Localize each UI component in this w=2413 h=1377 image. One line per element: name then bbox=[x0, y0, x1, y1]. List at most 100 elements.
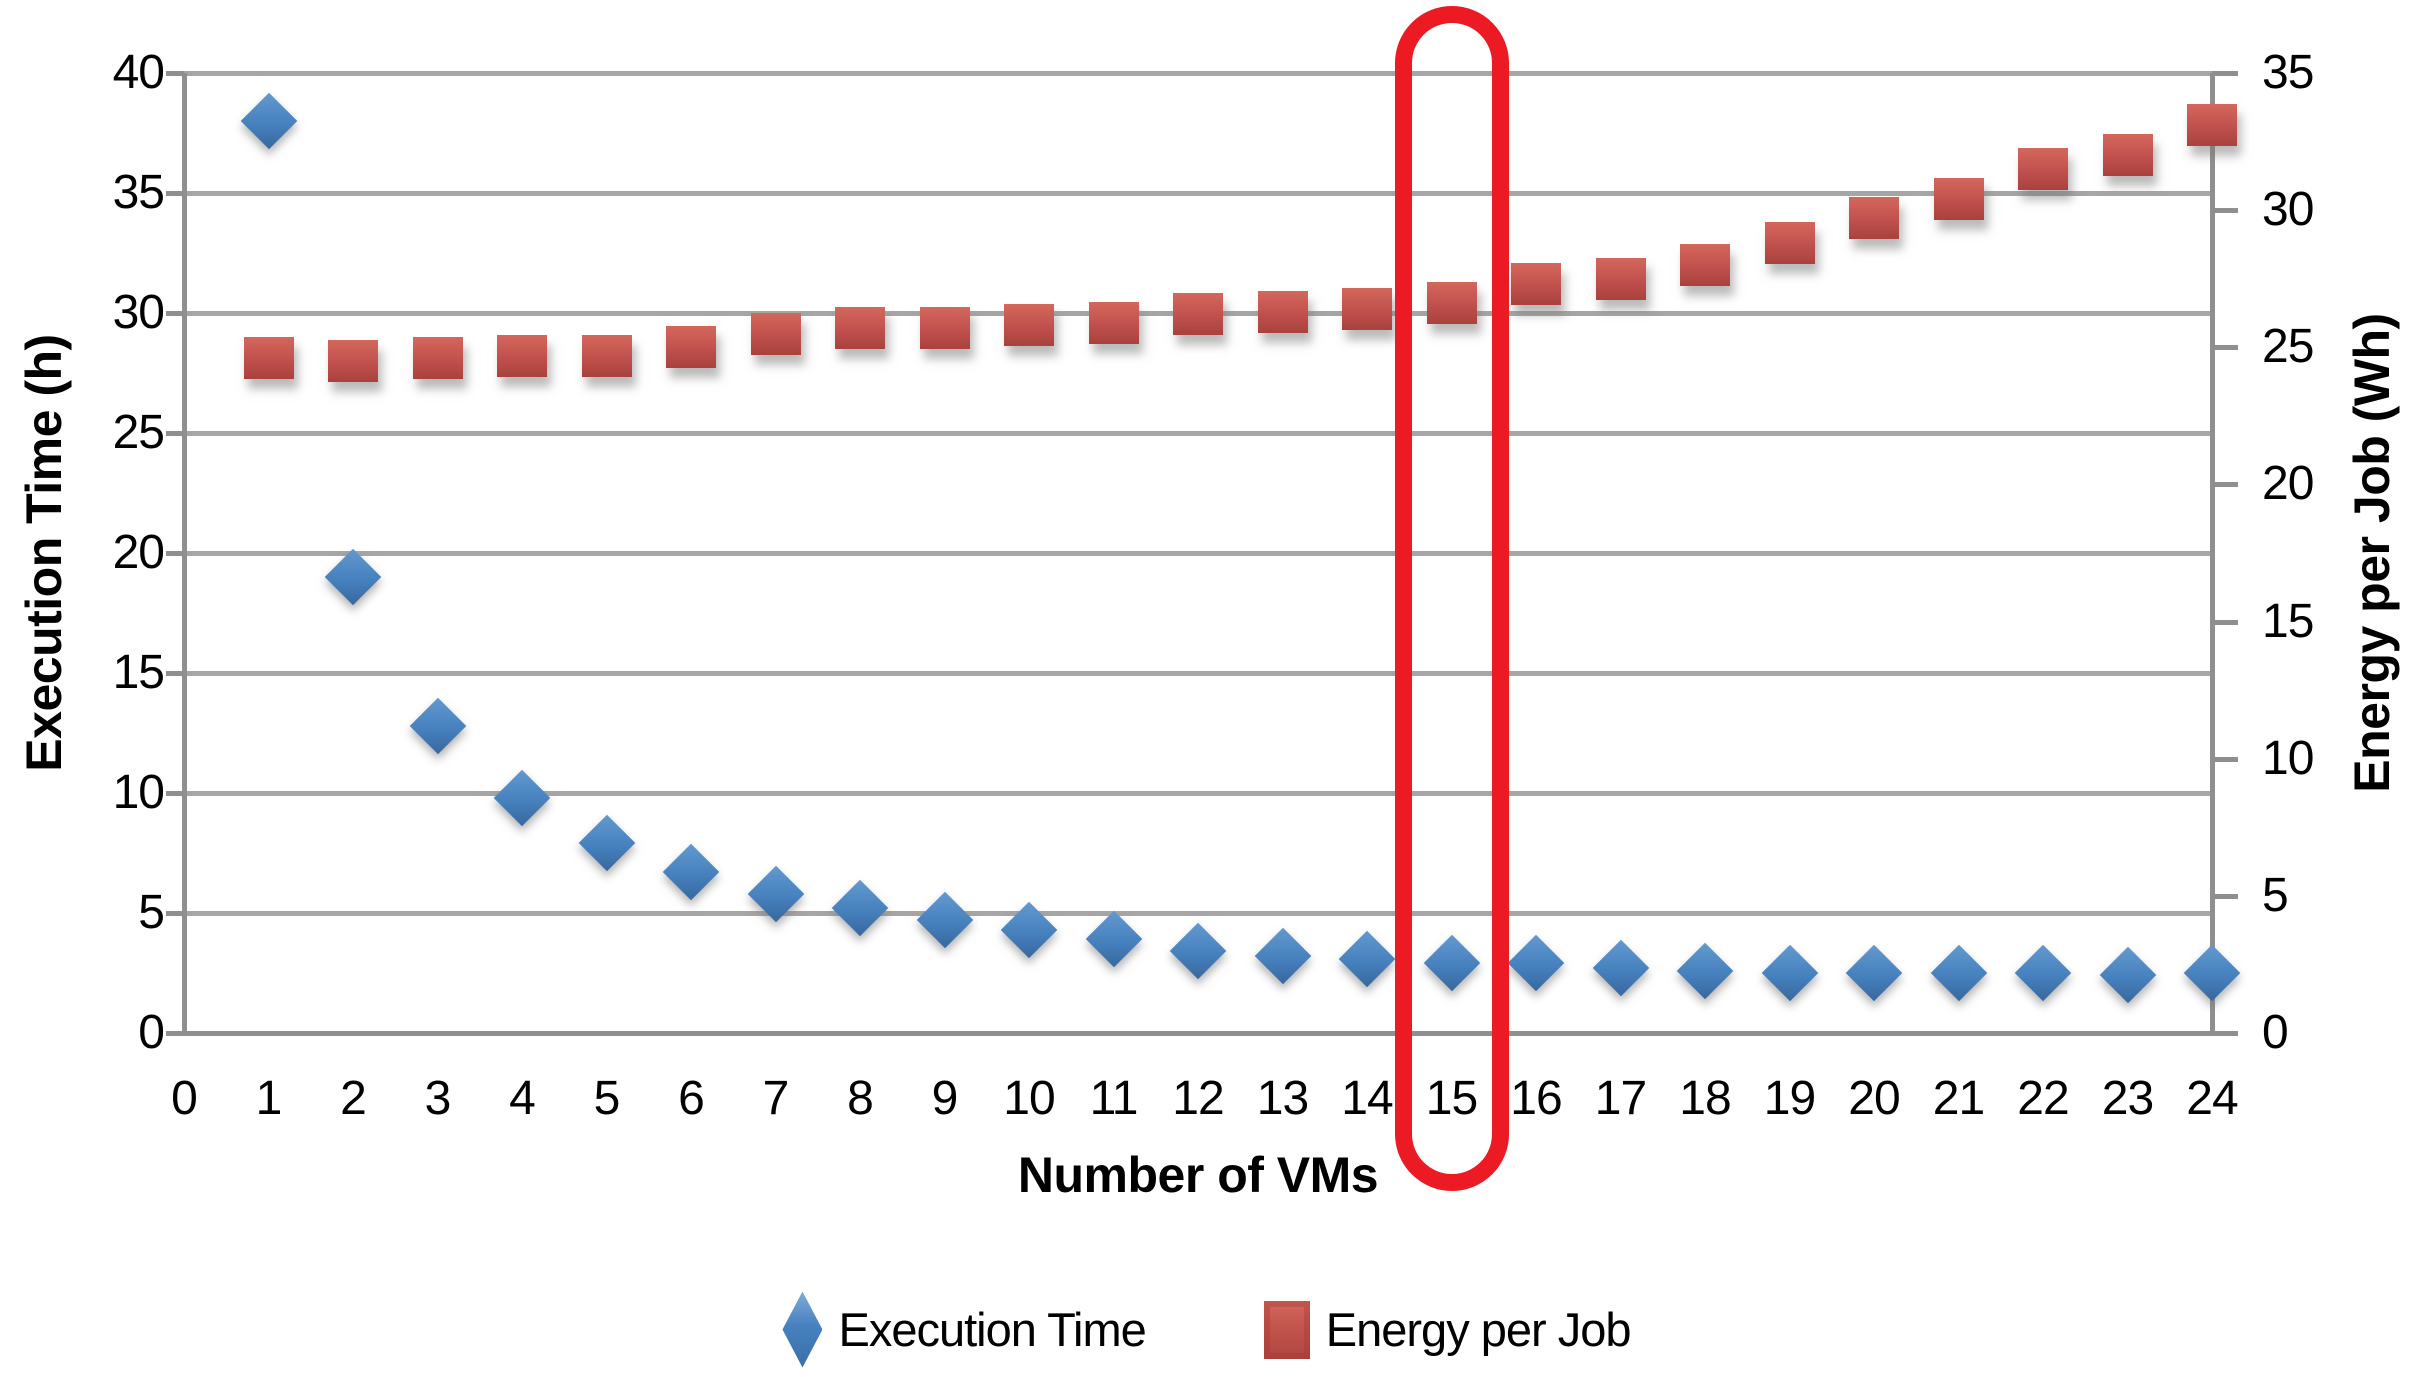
data-point-energy-per-job-vm6 bbox=[666, 326, 716, 369]
x-axis-tick-label: 10 bbox=[1003, 1072, 1055, 1125]
data-point-energy-per-job-vm22 bbox=[2018, 148, 2068, 190]
x-axis-tick-label: 21 bbox=[1932, 1072, 1985, 1125]
x-axis-tick-label: 7 bbox=[762, 1072, 790, 1125]
x-axis-tick-label: 1 bbox=[255, 1072, 283, 1125]
left-axis-tick-label: 35 bbox=[112, 166, 165, 219]
gridline bbox=[184, 791, 2212, 796]
data-point-energy-per-job-vm15 bbox=[1426, 282, 1477, 325]
gridline bbox=[184, 71, 2212, 76]
left-axis-tick-label: 40 bbox=[112, 46, 165, 99]
gridline bbox=[184, 911, 2212, 916]
left-axis-tick bbox=[166, 671, 184, 676]
data-point-energy-per-job-vm21 bbox=[1933, 178, 1984, 221]
gridline bbox=[184, 551, 2212, 556]
data-point-energy-per-job-vm18 bbox=[1680, 244, 1730, 286]
data-point-energy-per-job-vm4 bbox=[497, 334, 547, 377]
right-axis-tick bbox=[2212, 619, 2238, 625]
x-axis-tick-label: 8 bbox=[847, 1072, 874, 1125]
data-point-execution-time-vm6 bbox=[662, 843, 720, 901]
left-axis-tick-label: 0 bbox=[138, 1006, 165, 1059]
left-axis-line bbox=[182, 73, 187, 1036]
right-axis-line bbox=[2210, 73, 2215, 1036]
data-point-execution-time-vm5 bbox=[578, 815, 635, 872]
right-axis-tick bbox=[2212, 208, 2238, 214]
data-point-execution-time-vm24 bbox=[2183, 944, 2241, 1002]
data-point-energy-per-job-vm16 bbox=[1511, 263, 1561, 306]
diamond-marker-icon bbox=[782, 1291, 823, 1368]
left-axis-tick-label: 30 bbox=[112, 286, 165, 339]
data-point-execution-time-vm22 bbox=[2014, 944, 2072, 1002]
data-point-energy-per-job-vm14 bbox=[1342, 287, 1392, 330]
right-axis-tick bbox=[2212, 1031, 2238, 1036]
left-axis-tick bbox=[166, 191, 184, 196]
data-point-execution-time-vm17 bbox=[1592, 939, 1649, 997]
x-axis-tick-label: 4 bbox=[509, 1072, 536, 1125]
x-axis-tick-label: 17 bbox=[1594, 1072, 1647, 1125]
right-axis-tick bbox=[2212, 756, 2238, 762]
data-point-energy-per-job-vm2 bbox=[328, 340, 378, 382]
data-point-energy-per-job-vm10 bbox=[1004, 304, 1054, 347]
data-point-execution-time-vm19 bbox=[1761, 944, 1818, 1002]
data-point-energy-per-job-vm23 bbox=[2102, 134, 2153, 177]
x-axis-tick-label: 6 bbox=[678, 1072, 705, 1125]
right-axis-tick-label: 30 bbox=[2262, 183, 2314, 237]
data-point-execution-time-vm13 bbox=[1254, 927, 1311, 985]
data-point-energy-per-job-vm12 bbox=[1173, 293, 1223, 336]
x-axis-tick-label: 0 bbox=[171, 1072, 198, 1125]
x-axis-tick-label: 24 bbox=[2186, 1072, 2238, 1125]
right-axis-tick-label: 35 bbox=[2262, 46, 2314, 99]
right-axis-tick-label: 20 bbox=[2262, 457, 2314, 511]
gridline bbox=[184, 431, 2212, 436]
bottom-axis-line bbox=[182, 1031, 2215, 1036]
data-point-energy-per-job-vm7 bbox=[750, 312, 801, 355]
x-axis-title: Number of VMs bbox=[1017, 1147, 1379, 1203]
x-axis-tick-label: 9 bbox=[931, 1072, 959, 1125]
data-point-execution-time-vm3 bbox=[409, 697, 466, 755]
left-axis-tick-label: 15 bbox=[112, 646, 165, 699]
data-point-energy-per-job-vm5 bbox=[581, 334, 632, 377]
data-point-execution-time-vm8 bbox=[831, 879, 889, 937]
left-axis-tick bbox=[166, 911, 184, 916]
data-point-execution-time-vm9 bbox=[916, 891, 973, 949]
data-point-execution-time-vm11 bbox=[1085, 911, 1142, 968]
data-point-energy-per-job-vm8 bbox=[835, 307, 885, 350]
x-axis-tick-label: 22 bbox=[2017, 1072, 2069, 1125]
x-axis-tick-label: 3 bbox=[424, 1072, 452, 1125]
left-axis-tick-label: 25 bbox=[112, 406, 165, 459]
right-axis-tick-label: 25 bbox=[2262, 320, 2314, 374]
x-axis-tick-label: 18 bbox=[1679, 1072, 1731, 1125]
right-axis-tick bbox=[2212, 71, 2238, 76]
legend: Execution Time Energy per Job bbox=[0, 1282, 2413, 1377]
right-axis-tick-label: 15 bbox=[2262, 594, 2314, 648]
right-axis-tick-label: 10 bbox=[2262, 731, 2314, 785]
data-point-energy-per-job-vm9 bbox=[919, 307, 970, 350]
data-point-execution-time-vm12 bbox=[1169, 923, 1227, 980]
data-point-energy-per-job-vm24 bbox=[2187, 104, 2237, 147]
x-axis-tick-label: 20 bbox=[1848, 1072, 1900, 1125]
left-axis-tick bbox=[166, 71, 184, 76]
legend-label: Energy per Job bbox=[1325, 1302, 1632, 1356]
data-point-execution-time-vm4 bbox=[493, 769, 551, 827]
x-axis-tick-label: 2 bbox=[340, 1072, 367, 1125]
right-axis-title: Energy per Job (Wh) bbox=[2344, 313, 2400, 793]
x-axis-tick-label: 14 bbox=[1341, 1072, 1393, 1125]
data-point-execution-time-vm21 bbox=[1930, 944, 1987, 1002]
left-axis-tick-label: 10 bbox=[112, 766, 165, 819]
x-axis-tick-label: 5 bbox=[593, 1072, 621, 1125]
x-axis-tick-label: 19 bbox=[1763, 1072, 1816, 1125]
square-marker-icon bbox=[1263, 1300, 1310, 1359]
right-axis-tick-label: 0 bbox=[2262, 1006, 2289, 1059]
data-point-energy-per-job-vm17 bbox=[1595, 257, 1646, 300]
data-point-energy-per-job-vm1 bbox=[243, 337, 294, 380]
data-point-execution-time-vm1 bbox=[240, 92, 297, 150]
gridline bbox=[184, 191, 2212, 196]
left-axis-tick bbox=[166, 1031, 184, 1036]
data-point-energy-per-job-vm20 bbox=[1849, 197, 1899, 240]
data-point-execution-time-vm16 bbox=[1507, 935, 1565, 992]
left-axis-tick bbox=[166, 431, 184, 436]
left-axis-tick-label: 5 bbox=[138, 886, 165, 939]
x-axis-tick-label: 11 bbox=[1089, 1072, 1139, 1125]
left-axis-tick-label: 20 bbox=[112, 526, 165, 579]
data-point-execution-time-vm14 bbox=[1338, 930, 1396, 987]
